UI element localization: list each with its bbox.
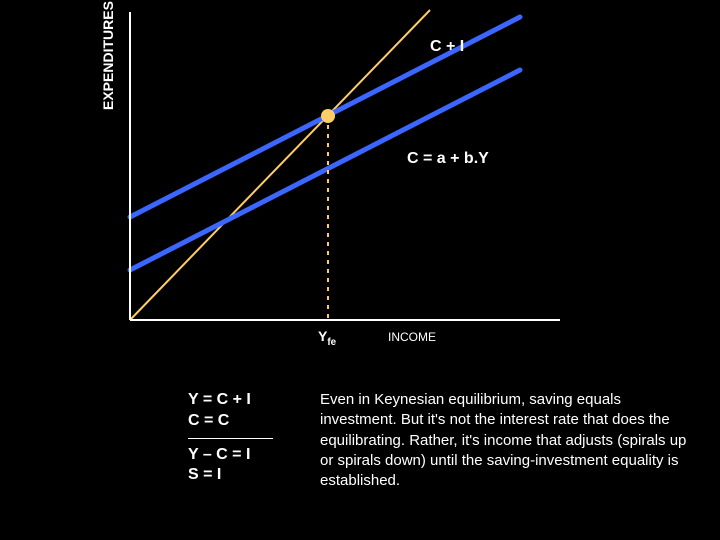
forty-five-degree-line xyxy=(130,10,430,320)
explanation-text: Even in Keynesian equilibrium, saving eq… xyxy=(320,390,690,491)
y-axis-label: EXPENDITURES xyxy=(100,1,116,110)
eq-line-1: Y = C + I xyxy=(188,390,273,411)
eq-line-4: S = I xyxy=(188,465,273,486)
equilibrium-income-label: Yfe xyxy=(318,328,336,348)
x-axis-label: INCOME xyxy=(388,330,436,344)
eq-line-3: Y – C = I xyxy=(188,445,273,466)
eq-line-2: C = C xyxy=(188,411,273,432)
keynesian-cross-diagram: EXPENDITURES C + I C = a + b.Y Yfe INCOM… xyxy=(0,0,720,540)
consumption-function-label: C = a + b.Y xyxy=(407,150,489,168)
equation-divider xyxy=(188,438,273,439)
c-plus-i-label: C + I xyxy=(430,38,464,56)
equilibrium-point xyxy=(321,109,335,123)
consumption-line xyxy=(130,70,520,270)
equilibrium-equations: Y = C + I C = C Y – C = I S = I xyxy=(188,390,273,486)
